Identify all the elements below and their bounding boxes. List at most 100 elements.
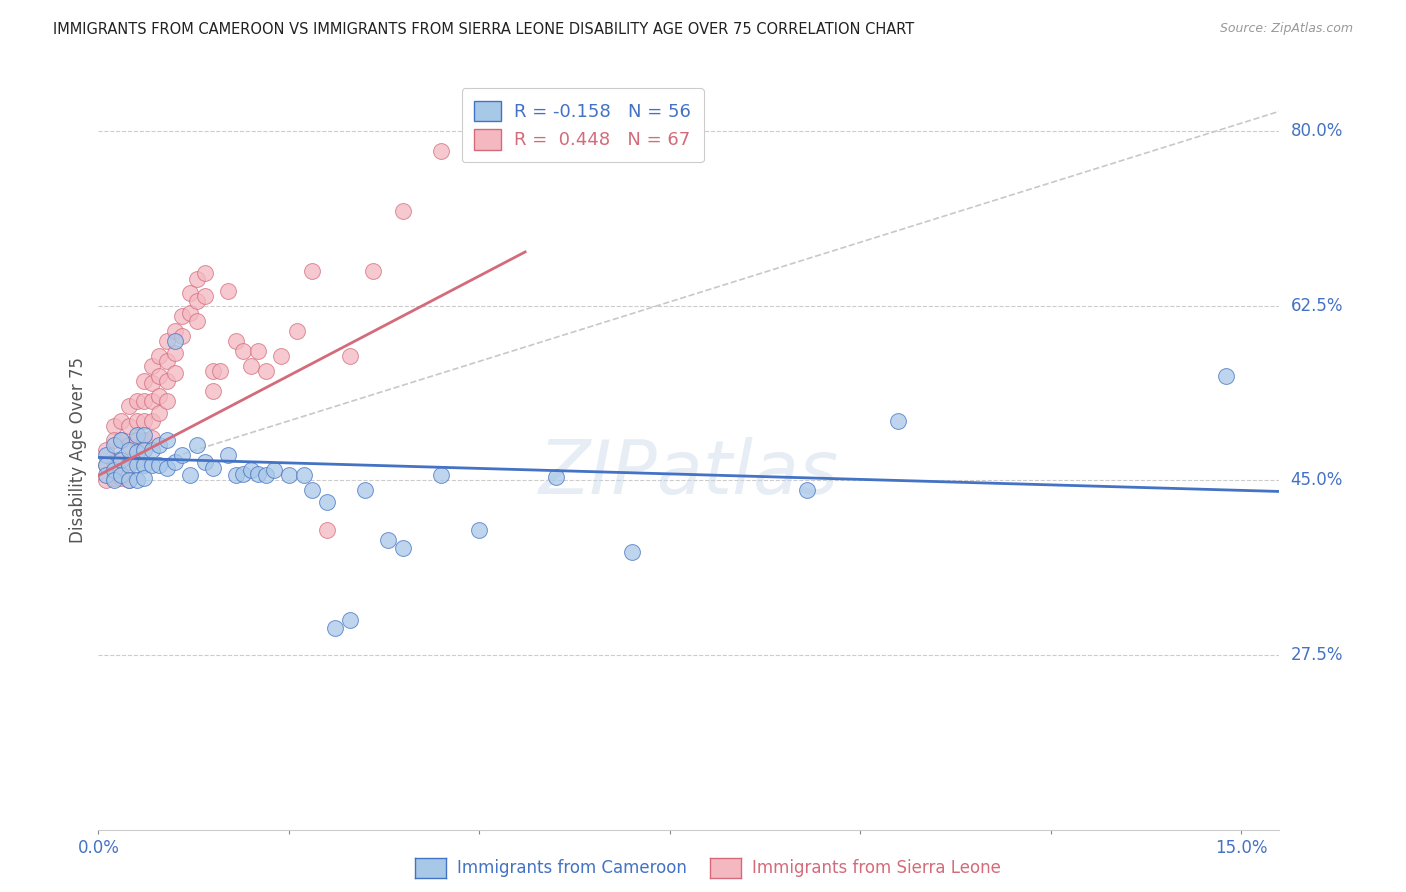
Point bbox=[620, 545, 643, 559]
Point bbox=[354, 483, 377, 498]
Point bbox=[103, 434, 125, 448]
Point bbox=[118, 458, 141, 473]
Point bbox=[468, 523, 491, 537]
Point bbox=[156, 434, 179, 448]
Text: Immigrants from Cameroon: Immigrants from Cameroon bbox=[457, 859, 686, 877]
Point bbox=[163, 324, 186, 338]
Point bbox=[316, 523, 339, 537]
Point bbox=[118, 438, 141, 452]
Text: ZIPatlas: ZIPatlas bbox=[538, 437, 839, 509]
Point bbox=[148, 438, 170, 452]
Point bbox=[172, 309, 194, 323]
Point bbox=[148, 388, 170, 402]
Point bbox=[118, 455, 141, 469]
Point bbox=[103, 438, 125, 452]
Point bbox=[156, 374, 179, 388]
Point bbox=[254, 364, 277, 378]
Point bbox=[134, 393, 156, 408]
Point bbox=[156, 393, 179, 408]
Point bbox=[94, 443, 117, 458]
Point bbox=[209, 364, 232, 378]
Point bbox=[247, 467, 270, 482]
Legend: R = -0.158   N = 56, R =  0.448   N = 67: R = -0.158 N = 56, R = 0.448 N = 67 bbox=[461, 88, 703, 162]
Point bbox=[179, 468, 201, 483]
Point bbox=[134, 443, 156, 458]
Point bbox=[94, 449, 117, 463]
Point bbox=[1215, 368, 1237, 383]
Point bbox=[217, 449, 239, 463]
Point bbox=[392, 541, 415, 556]
Point bbox=[141, 393, 163, 408]
Point bbox=[194, 289, 217, 303]
Point bbox=[247, 343, 270, 358]
Point bbox=[186, 438, 208, 452]
Point bbox=[361, 264, 384, 278]
Point bbox=[141, 443, 163, 458]
Point bbox=[110, 468, 132, 483]
Point bbox=[134, 434, 156, 448]
Point bbox=[186, 293, 208, 308]
Point bbox=[201, 384, 224, 398]
Point bbox=[134, 413, 156, 427]
Point bbox=[377, 533, 399, 548]
Point bbox=[179, 306, 201, 320]
Point bbox=[148, 368, 170, 383]
Point bbox=[163, 334, 186, 348]
Point bbox=[887, 413, 910, 427]
Point bbox=[172, 328, 194, 343]
Point bbox=[301, 264, 323, 278]
Point bbox=[430, 468, 453, 483]
Point bbox=[163, 345, 186, 359]
Point bbox=[194, 455, 217, 469]
Point bbox=[225, 334, 247, 348]
Point bbox=[110, 453, 132, 467]
Point bbox=[141, 359, 163, 373]
Point bbox=[506, 104, 529, 119]
Point bbox=[134, 458, 156, 473]
Point bbox=[201, 364, 224, 378]
Point bbox=[118, 399, 141, 413]
Text: Immigrants from Sierra Leone: Immigrants from Sierra Leone bbox=[752, 859, 1001, 877]
Text: Source: ZipAtlas.com: Source: ZipAtlas.com bbox=[1219, 22, 1353, 36]
Point bbox=[110, 471, 132, 485]
Point bbox=[163, 366, 186, 380]
Point bbox=[110, 413, 132, 427]
Text: IMMIGRANTS FROM CAMEROON VS IMMIGRANTS FROM SIERRA LEONE DISABILITY AGE OVER 75 : IMMIGRANTS FROM CAMEROON VS IMMIGRANTS F… bbox=[53, 22, 915, 37]
Point bbox=[110, 453, 132, 467]
Point bbox=[125, 474, 148, 488]
Point bbox=[430, 144, 453, 158]
Point bbox=[148, 458, 170, 473]
Point bbox=[232, 467, 254, 482]
Point bbox=[285, 324, 308, 338]
Point bbox=[172, 449, 194, 463]
Point bbox=[103, 418, 125, 433]
Point bbox=[134, 471, 156, 485]
Point bbox=[292, 468, 315, 483]
Point bbox=[103, 471, 125, 485]
Point bbox=[186, 272, 208, 286]
Point bbox=[141, 376, 163, 390]
Point bbox=[254, 468, 277, 483]
Point bbox=[94, 458, 117, 473]
Point bbox=[339, 613, 361, 627]
Point bbox=[201, 461, 224, 475]
Point bbox=[163, 455, 186, 469]
Point bbox=[125, 445, 148, 459]
Point bbox=[316, 495, 339, 509]
Point bbox=[118, 443, 141, 458]
Point bbox=[225, 468, 247, 483]
Point bbox=[94, 474, 117, 488]
Point bbox=[277, 468, 299, 483]
Point bbox=[156, 334, 179, 348]
Text: 45.0%: 45.0% bbox=[1291, 471, 1343, 490]
Point bbox=[148, 349, 170, 363]
Point bbox=[94, 458, 117, 473]
Point bbox=[125, 434, 148, 448]
Point bbox=[323, 621, 346, 635]
Point bbox=[125, 413, 148, 427]
Point bbox=[796, 483, 818, 498]
Text: 27.5%: 27.5% bbox=[1291, 646, 1343, 664]
Point bbox=[110, 434, 132, 448]
Point bbox=[134, 374, 156, 388]
Y-axis label: Disability Age Over 75: Disability Age Over 75 bbox=[69, 358, 87, 543]
